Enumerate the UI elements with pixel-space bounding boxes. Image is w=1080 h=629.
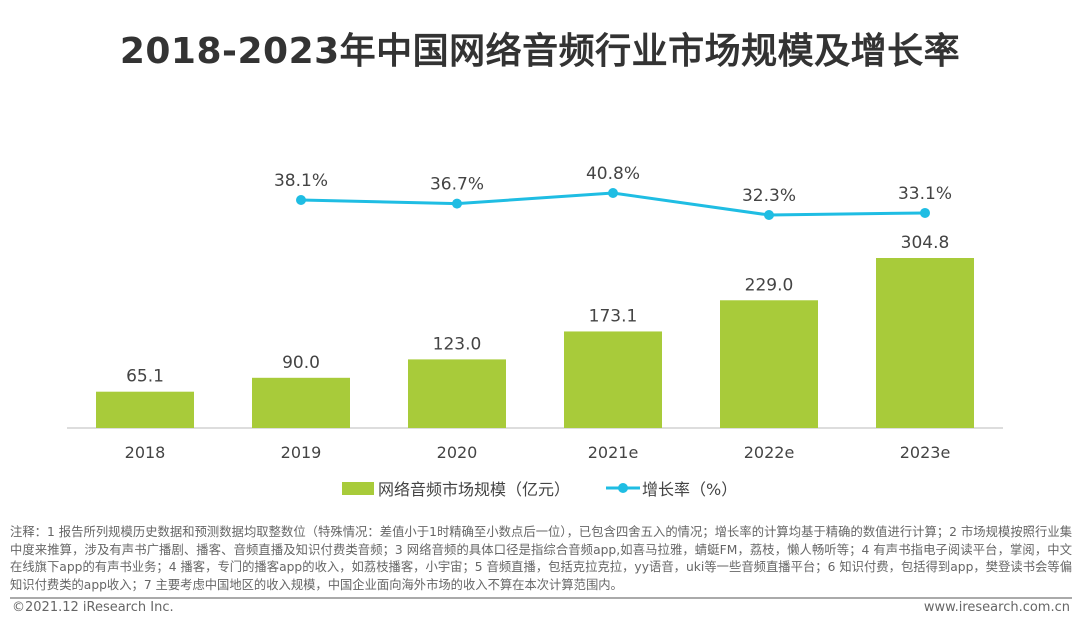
bar-label-2022e: 229.0 <box>745 275 794 295</box>
x-tick-2019: 2019 <box>281 443 322 462</box>
bar-2018 <box>96 391 194 428</box>
growth-point-2021e <box>608 188 618 199</box>
copyright: ©2021.12 iResearch Inc. <box>12 600 174 615</box>
bar-label-2020: 123.0 <box>433 334 482 354</box>
website: www.iresearch.com.cn <box>923 600 1070 615</box>
growth-label-2023e: 33.1% <box>898 184 952 204</box>
bar-2021e <box>564 331 662 428</box>
legend-bar-label: 网络音频市场规模（亿元） <box>378 480 570 499</box>
growth-label-2022e: 32.3% <box>742 186 796 206</box>
legend-line-label: 增长率（%） <box>642 480 737 499</box>
legend-line-marker <box>618 483 628 493</box>
bar-label-2021e: 173.1 <box>589 306 638 326</box>
bar-2019 <box>252 377 350 428</box>
bar-label-2018: 65.1 <box>126 367 164 387</box>
chart-title: 2018-2023年中国网络音频行业市场规模及增长率 <box>119 31 961 72</box>
x-tick-2018: 2018 <box>125 443 166 462</box>
footnote: 注释：1 报告所列规模历史数据和预测数据均取整数位（特殊情况：差值小于1时精确至… <box>10 524 1072 599</box>
x-tick-2021e: 2021e <box>588 443 639 462</box>
bar-2020 <box>408 359 506 428</box>
bar-2023e <box>876 258 974 428</box>
bar-2022e <box>720 300 818 428</box>
chart-area: 65.1 2018 90.0 2019 123.0 2020 173.1 2021e 229.0… <box>67 164 1003 499</box>
growth-label-2019: 38.1% <box>274 171 328 191</box>
legend-bar-swatch <box>342 482 374 495</box>
growth-point-2019 <box>296 195 306 205</box>
growth-point-2023e <box>920 207 930 218</box>
growth-point-2020 <box>452 198 462 209</box>
bar-label-2023e: 304.8 <box>901 233 950 253</box>
x-tick-2023e: 2023e <box>900 443 951 462</box>
bar-label-2019: 90.0 <box>282 353 320 373</box>
growth-label-2020: 36.7% <box>430 175 484 195</box>
x-tick-2020: 2020 <box>437 443 478 462</box>
x-tick-2022e: 2022e <box>744 443 795 462</box>
growth-point-2022e <box>764 210 774 221</box>
growth-label-2021e: 40.8% <box>586 164 640 184</box>
